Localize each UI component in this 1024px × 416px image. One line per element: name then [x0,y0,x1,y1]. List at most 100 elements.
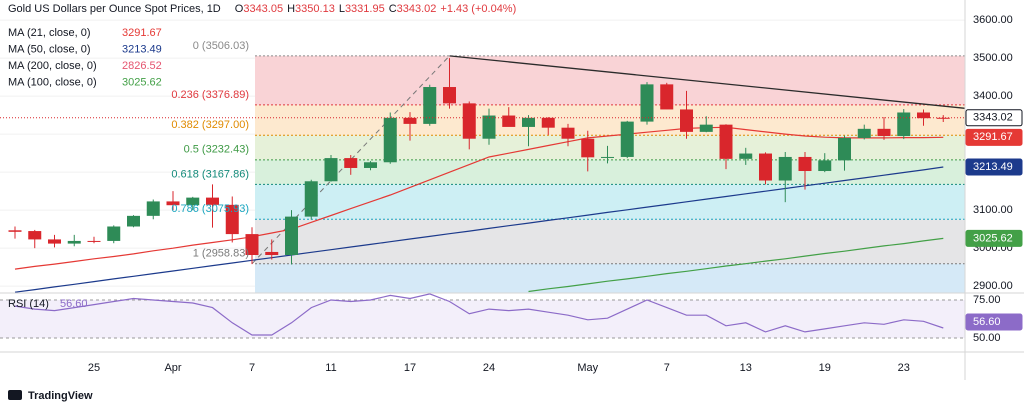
chart-title: Gold US Dollars per Ounce Spot Prices, 1… [8,3,221,15]
fib-label: 0.236 (3376.89) [171,89,249,101]
legend-name: MA (100, close, 0) [8,76,97,88]
candle-body [48,239,61,244]
x-tick-label: 7 [664,362,670,374]
x-tick-label: 19 [819,362,831,374]
quote-value: 3343.05 [243,3,283,15]
candle-body [423,87,437,124]
rsi-name: RSI (14) [8,298,49,310]
candle-body [28,231,42,240]
candle-body [87,240,101,242]
fib-anchor [251,55,450,265]
logo-icon [8,390,22,400]
candle-body [857,128,871,138]
candle-body [383,117,397,163]
candle-body [561,127,575,139]
legend-value: 3291.67 [122,27,162,39]
legend-value: 3025.62 [122,76,162,88]
candle-body [759,153,772,181]
fib-label: 0 (3506.03) [193,40,249,52]
candle-body [443,87,456,104]
value-box-label: 3025.62 [973,232,1013,244]
candle-body [719,124,733,159]
candle-body [344,158,358,168]
candle-body [541,117,555,128]
x-tick-label: 7 [249,362,255,374]
fib-zone [255,104,965,136]
rsi-line [14,293,944,336]
x-tick-label: May [577,362,598,374]
candle-body [462,103,476,139]
quote-label: L [339,3,345,15]
x-tick-label: 25 [88,362,100,374]
candle-body [778,156,792,181]
candle-body [936,117,950,119]
quote-value: 3350.13 [295,3,335,15]
fib-zone [255,135,965,160]
moving-average [528,237,944,293]
fib-zone [255,184,965,220]
value-box-label: 3343.02 [973,112,1013,124]
fib-label: 0.5 (3232.43) [184,144,249,156]
candle-body [680,109,693,132]
candle-body [304,181,318,217]
rsi-panel [0,293,965,339]
logo: TradingView [8,390,93,402]
quote-value: 3331.95 [345,3,385,15]
candle-body [245,234,259,255]
candle-body [877,128,891,137]
candle-body [838,137,851,161]
candle-body [660,84,674,110]
y-tick-label: 3600.00 [973,14,1013,26]
candle-body [482,115,496,139]
rsi-value: 56.60 [60,298,88,310]
candle-body [640,84,654,122]
x-tick-label: 11 [325,362,336,374]
value-box-label: 56.60 [973,316,1001,328]
candle-body [67,240,81,244]
fib-zone [255,263,965,293]
candle-body [107,226,121,241]
trendline [449,55,965,109]
value-box [965,313,1023,331]
x-tick-label: 24 [483,362,495,374]
y-tick-label: 50.00 [973,332,1001,344]
brand: TradingView [28,390,93,402]
moving-average [14,126,944,270]
candle-body [8,230,22,232]
quote-label: O [235,3,244,15]
value-box [965,229,1023,247]
quote: O3343.05 H3350.13 L3331.95 C3343.02 [235,3,437,15]
y-tick-label: 3400.00 [973,90,1013,102]
value-box-label: 3291.67 [973,131,1013,143]
y-tick-label: 3100.00 [973,204,1013,216]
legend-value: 3213.49 [122,43,162,55]
candle-body [620,121,634,157]
legend-value: 2826.52 [122,60,162,72]
candle-body [324,158,338,182]
y-tick-label: 2900.00 [973,280,1013,292]
candle-body [522,117,535,127]
candle-body [127,215,140,227]
value-box [965,109,1023,127]
candle-body [225,204,239,235]
price-panel [0,19,965,293]
candle-body [699,124,713,132]
candle-body [364,162,377,168]
quote-value: 3343.02 [397,3,437,15]
x-tick-label: 23 [898,362,910,374]
quote-label: C [389,3,397,15]
candle-body [897,112,911,137]
change: +1.43 (+0.04%) [440,3,516,15]
candle-body [798,156,812,172]
candle-body [502,115,516,127]
x-tick-label: 17 [404,362,416,374]
y-tick-label: 3500.00 [973,52,1013,64]
value-box-label: 3213.49 [973,161,1013,173]
x-tick-label: Apr [164,362,181,374]
candle-body [601,156,614,158]
value-box [965,128,1023,146]
legend-name: MA (200, close, 0) [8,60,97,72]
candle-body [403,117,417,124]
